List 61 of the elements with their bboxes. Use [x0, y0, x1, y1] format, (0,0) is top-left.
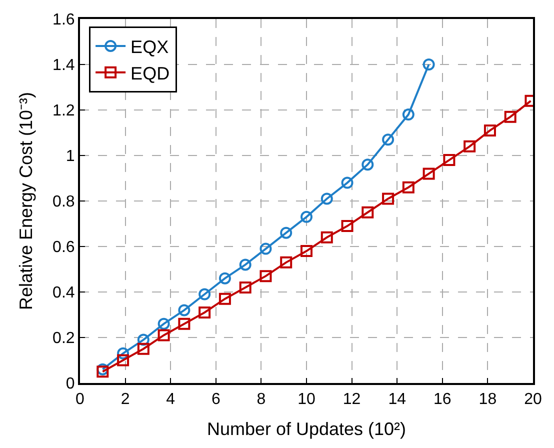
point	[158, 318, 170, 330]
point	[443, 154, 456, 166]
y-tick-label: 1.4	[52, 57, 75, 74]
point	[320, 231, 333, 244]
point	[422, 58, 435, 70]
point	[198, 306, 211, 318]
point	[422, 168, 435, 180]
x-tick-label: 20	[524, 391, 542, 408]
x-tick-label: 2	[120, 391, 130, 408]
point	[484, 124, 496, 136]
point	[178, 304, 190, 316]
point	[382, 134, 394, 146]
x-tick-label: 6	[211, 391, 220, 408]
point	[341, 176, 354, 189]
x-tick-label: 14	[388, 391, 406, 408]
point	[218, 272, 231, 284]
x-tick-label: 18	[478, 391, 497, 408]
legend-label: EQX	[130, 37, 169, 57]
point	[239, 281, 252, 294]
point	[178, 318, 190, 330]
point	[158, 329, 170, 342]
y-tick-label: 1.6	[52, 12, 75, 29]
point	[382, 192, 394, 205]
point	[280, 226, 292, 239]
point	[96, 366, 109, 378]
y-tick-label: 1	[66, 148, 75, 166]
y-tick-label: 0.2	[52, 330, 75, 348]
x-axis-title: Number of Updates (10²)	[206, 418, 406, 439]
y-tick-label: 0	[66, 376, 75, 393]
point	[362, 158, 374, 171]
point	[137, 334, 150, 346]
x-tick-label: 16	[434, 391, 452, 408]
point	[137, 342, 150, 355]
y-tick-label: 0.8	[52, 194, 75, 211]
point	[402, 108, 414, 121]
y-tick-label: 0.6	[52, 239, 75, 256]
point	[260, 270, 272, 282]
x-tick-label: 4	[166, 391, 176, 408]
point	[300, 210, 312, 223]
point	[218, 292, 231, 305]
point	[362, 206, 374, 218]
point	[320, 192, 333, 205]
x-tick-label: 8	[256, 391, 266, 408]
point	[117, 347, 130, 360]
point	[198, 288, 211, 300]
point	[464, 140, 476, 152]
point	[300, 245, 312, 258]
point	[239, 258, 252, 271]
y-axis-title: Relative Energy Cost (10⁻³)	[16, 92, 36, 310]
point	[280, 256, 292, 268]
x-tick-label: 10	[298, 391, 316, 408]
legend-label: EQD	[130, 63, 170, 84]
point	[504, 110, 516, 123]
point	[402, 181, 414, 194]
point	[260, 242, 272, 255]
point	[341, 220, 354, 232]
y-tick-label: 0.4	[52, 284, 75, 302]
point	[96, 363, 109, 376]
y-tick-label: 1.2	[52, 102, 75, 120]
x-tick-label: 12	[342, 391, 361, 408]
point	[117, 354, 130, 366]
